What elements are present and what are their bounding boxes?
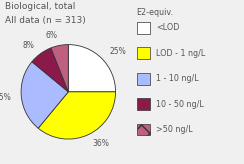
Wedge shape [51,45,68,92]
Text: Biological, total: Biological, total [5,2,75,11]
Wedge shape [68,45,116,92]
Text: 25%: 25% [0,93,11,102]
Text: 10 - 50 ng/L: 10 - 50 ng/L [156,100,204,109]
Text: 6%: 6% [46,31,58,40]
Text: 8%: 8% [23,41,34,50]
Text: LOD - 1 ng/L: LOD - 1 ng/L [156,49,205,58]
Text: 25%: 25% [109,47,126,56]
Text: 1 - 10 ng/L: 1 - 10 ng/L [156,74,199,83]
Wedge shape [32,48,68,92]
Text: All data (n = 313): All data (n = 313) [5,16,86,25]
Text: E2-equiv.: E2-equiv. [137,8,174,17]
Text: <LOD: <LOD [156,23,180,32]
Text: 36%: 36% [93,139,110,148]
Wedge shape [21,62,68,128]
Text: >50 ng/L: >50 ng/L [156,125,193,134]
Wedge shape [38,92,116,139]
